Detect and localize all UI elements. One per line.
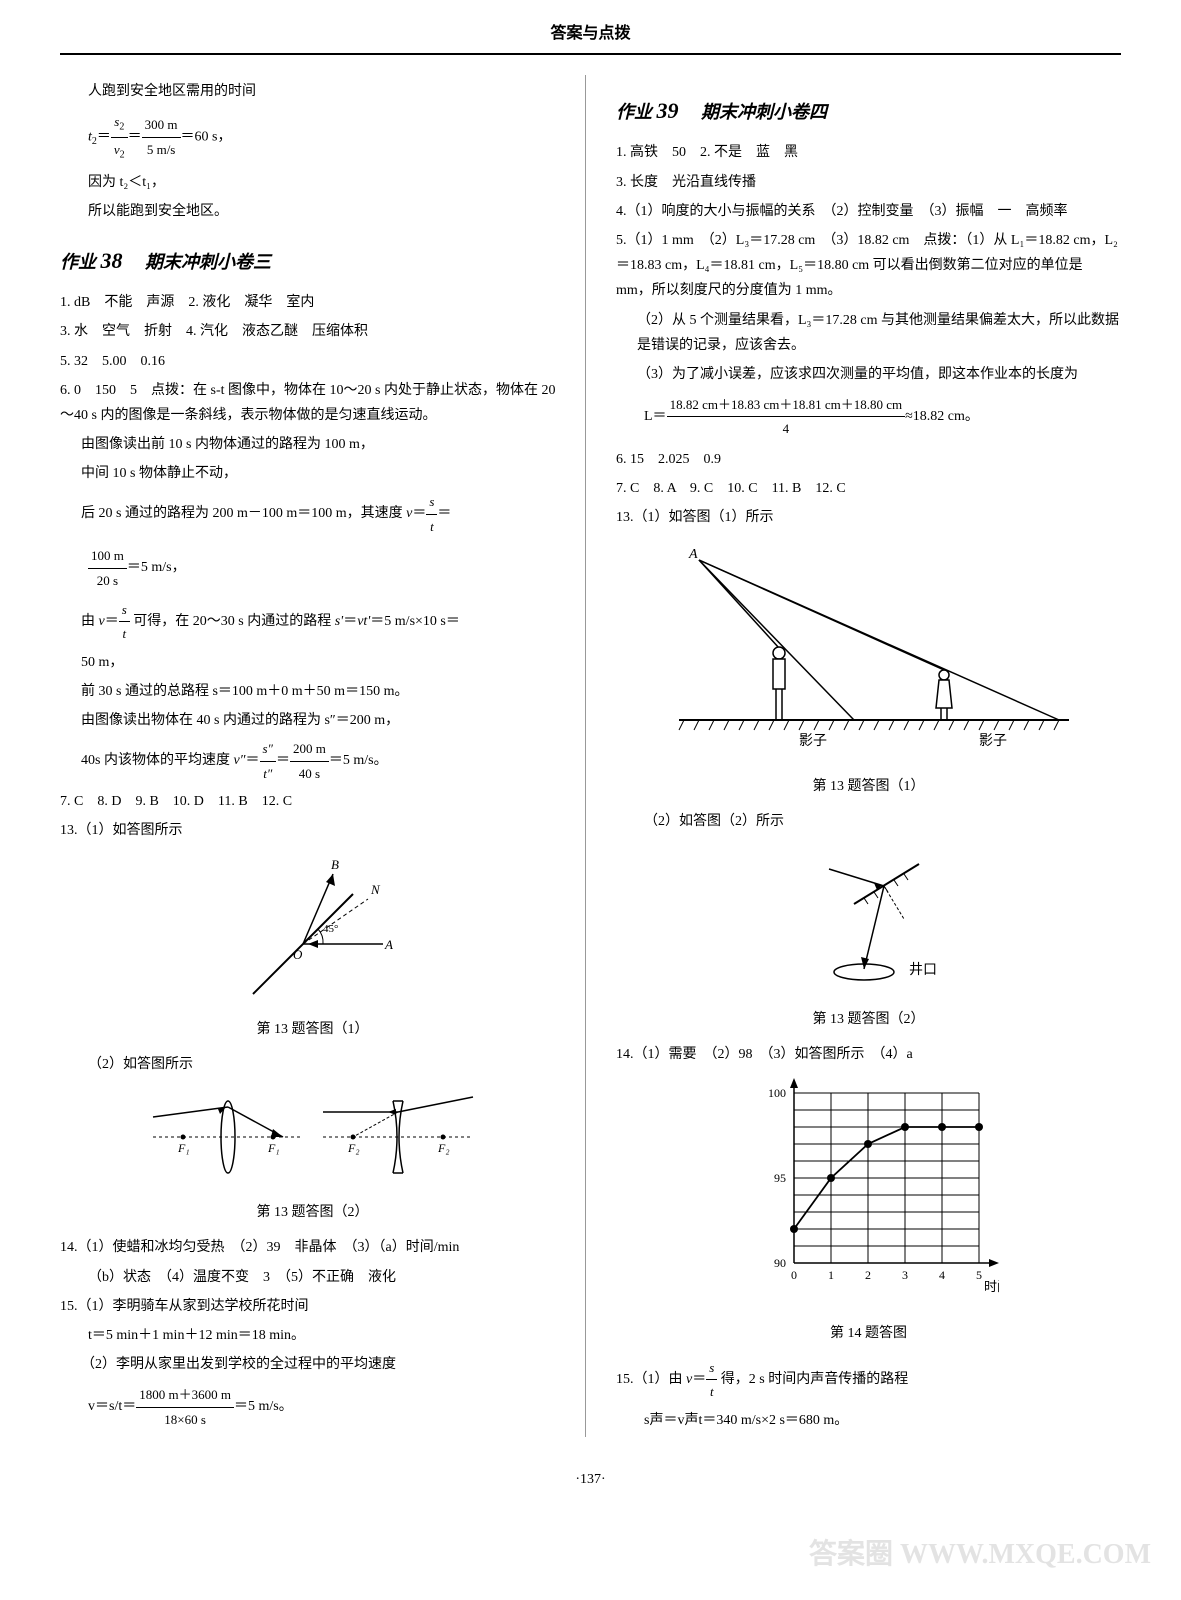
svg-text:90: 90 [774,1256,786,1270]
rq6: 6. 15 2.025 0.9 [616,447,1121,472]
q15-2: （2）李明从家里出发到学校的全过程中的平均速度 [81,1352,565,1377]
q6-a: 由图像读出前 10 s 内物体通过的路程为 100 m， [81,432,565,457]
svg-text:F₁: F₁ [267,1141,280,1155]
q15-formula: v＝s/t＝1800 m＋3600 m18×60 s＝5 m/s。 [88,1383,565,1431]
svg-text:O: O [293,947,303,962]
section-suffix: 期末冲刺小卷四 [701,102,827,122]
svg-text:2: 2 [865,1268,871,1282]
rq7: 7. C 8. A 9. C 10. C 11. B 12. C [616,476,1121,501]
section-prefix: 作业 [616,102,652,122]
svg-text:影子: 影子 [979,733,1007,749]
rfig-13-1: A 影子 影子 第 13 题答图（1） [616,540,1121,798]
svg-text:时间/min: 时间/min [984,1279,999,1294]
left-column: 人跑到安全地区需用的时间 t2＝s2v2＝300 m5 m/s＝60 s， 因为… [60,75,586,1437]
q1: 1. dB 不能 声源 2. 液化 凝华 室内 [60,290,565,315]
columns: 人跑到安全地区需用的时间 t2＝s2v2＝300 m5 m/s＝60 s， 因为… [60,75,1121,1437]
section-39-title: 作业 39 期末冲刺小卷四 [616,91,1121,131]
watermark: 答案圈 WWW.MXQE.COM [809,1530,1151,1580]
q6-c: 后 20 s 通过的路程为 200 m－100 m＝100 m，其速度 v＝st… [81,490,565,538]
svg-text:F₁: F₁ [177,1141,190,1155]
svg-text:井口: 井口 [909,962,937,978]
intro-line-2: 因为 t₂＜t₁， [88,170,565,195]
q6-b: 中间 10 s 物体静止不动， [81,461,565,486]
q6-head: 6. 0 150 5 点拨：在 s-t 图像中，物体在 10～20 s 内处于静… [60,378,565,428]
q6-e: 前 30 s 通过的总路程 s＝100 m＋0 m＋50 m＝150 m。 [81,679,565,704]
svg-text:B: B [331,857,339,872]
section-num: 38 [101,248,123,273]
page-number: ·137· [60,1467,1121,1492]
rq5-formula: L＝18.82 cm＋18.83 cm＋18.81 cm＋18.80 cm4≈1… [644,393,1121,441]
rq15-1: 15.（1）由 v＝st 得，2 s 时间内声音传播的路程 [616,1356,1121,1404]
q6-f: 由图像读出物体在 40 s 内通过的路程为 s″＝200 m， [81,708,565,733]
fig-13-1: 45° B N A O 第 13 题答图（1） [60,854,565,1042]
rq13-1: 13.（1）如答图（1）所示 [616,505,1121,530]
svg-text:45°: 45° [323,923,338,935]
rfig-14: 0123459095100时间/min温度/℃ 第 14 题答图 [616,1078,1121,1346]
q6-frac1: 100 m20 s＝5 m/s， [88,544,565,592]
intro-line-0: 人跑到安全地区需用的时间 [88,79,565,104]
q6-d2: 50 m， [81,650,565,675]
svg-text:N: N [370,882,381,897]
rq5-2: （2）从 5 个测量结果看，L₃＝17.28 cm 与其他测量结果偏差太大，所以… [637,308,1121,358]
fig-13-2: F₁ F₁ F₂ F₂ 第 13 题答图（2） [60,1087,565,1225]
q14: 14.（1）使蜡和冰均匀受热 （2）39 非晶体 （3）（a）时间/min [60,1235,565,1260]
section-suffix: 期末冲刺小卷三 [145,252,271,272]
fig-13-1-caption: 第 13 题答图（1） [60,1017,565,1042]
svg-text:100: 100 [768,1086,786,1100]
section-prefix: 作业 [60,252,96,272]
q6-g: 40s 内该物体的平均速度 v″＝s″t″＝200 m40 s＝5 m/s。 [81,737,565,785]
rfig-14-caption: 第 14 题答图 [616,1321,1121,1346]
rq1: 1. 高铁 50 2. 不是 蓝 黑 [616,140,1121,165]
q5: 5. 32 5.00 0.16 [60,349,565,374]
svg-text:A: A [688,547,698,562]
svg-text:5: 5 [976,1268,982,1282]
intro-line-3: 所以能跑到安全地区。 [88,199,565,224]
person-1-icon [773,647,785,720]
q14b: （b）状态 （4）温度不变 3 （5）不正确 液化 [88,1265,565,1290]
q13-1: 13.（1）如答图所示 [60,818,565,843]
svg-text:F₂: F₂ [347,1141,360,1155]
q3: 3. 水 空气 折射 4. 汽化 液态乙醚 压缩体积 [60,319,565,344]
intro-formula: t2＝s2v2＝300 m5 m/s＝60 s， [88,110,565,164]
svg-text:95: 95 [774,1171,786,1185]
rfig-13-2: 井口 第 13 题答图（2） [616,844,1121,1032]
rq5-3: （3）为了减小误差，应该求四次测量的平均值，即这本作业本的长度为 [637,362,1121,387]
svg-text:A: A [384,937,393,952]
fig-13-2-caption: 第 13 题答图（2） [60,1200,565,1225]
svg-text:1: 1 [828,1268,834,1282]
right-column: 作业 39 期末冲刺小卷四 1. 高铁 50 2. 不是 蓝 黑 3. 长度 光… [616,75,1121,1437]
person-2-icon [936,670,952,720]
q7: 7. C 8. D 9. B 10. D 11. B 12. C [60,789,565,814]
section-num: 39 [657,98,679,123]
rq4: 4.（1）响度的大小与振幅的关系 （2）控制变量 （3）振幅 一 高频率 [616,199,1121,224]
section-38-title: 作业 38 期末冲刺小卷三 [60,241,565,281]
rfig-13-1-caption: 第 13 题答图（1） [616,774,1121,799]
rq5-head: 5.（1）1 mm （2）L₃＝17.28 cm （3）18.82 cm 点拨：… [616,228,1121,304]
rfig-13-2-caption: 第 13 题答图（2） [616,1007,1121,1032]
svg-text:F₂: F₂ [437,1141,450,1155]
rq14: 14.（1）需要 （2）98 （3）如答图所示 （4）a [616,1042,1121,1067]
page-header: 答案与点拨 [60,20,1121,55]
svg-text:4: 4 [939,1268,945,1282]
q15-1: 15.（1）李明骑车从家到达学校所花时间 [60,1294,565,1319]
rq3: 3. 长度 光沿直线传播 [616,170,1121,195]
svg-text:3: 3 [902,1268,908,1282]
q13-2: （2）如答图所示 [88,1052,565,1077]
rq15-1a: s声＝v声t＝340 m/s×2 s＝680 m。 [644,1408,1121,1433]
svg-text:0: 0 [791,1268,797,1282]
q6-d: 由 v＝st 可得，在 20～30 s 内通过的路程 s'＝vt'＝5 m/s×… [81,598,565,646]
rq13-2: （2）如答图（2）所示 [644,809,1121,834]
svg-text:影子: 影子 [799,733,827,749]
q15-1a: t＝5 min＋1 min＋12 min＝18 min。 [88,1323,565,1348]
